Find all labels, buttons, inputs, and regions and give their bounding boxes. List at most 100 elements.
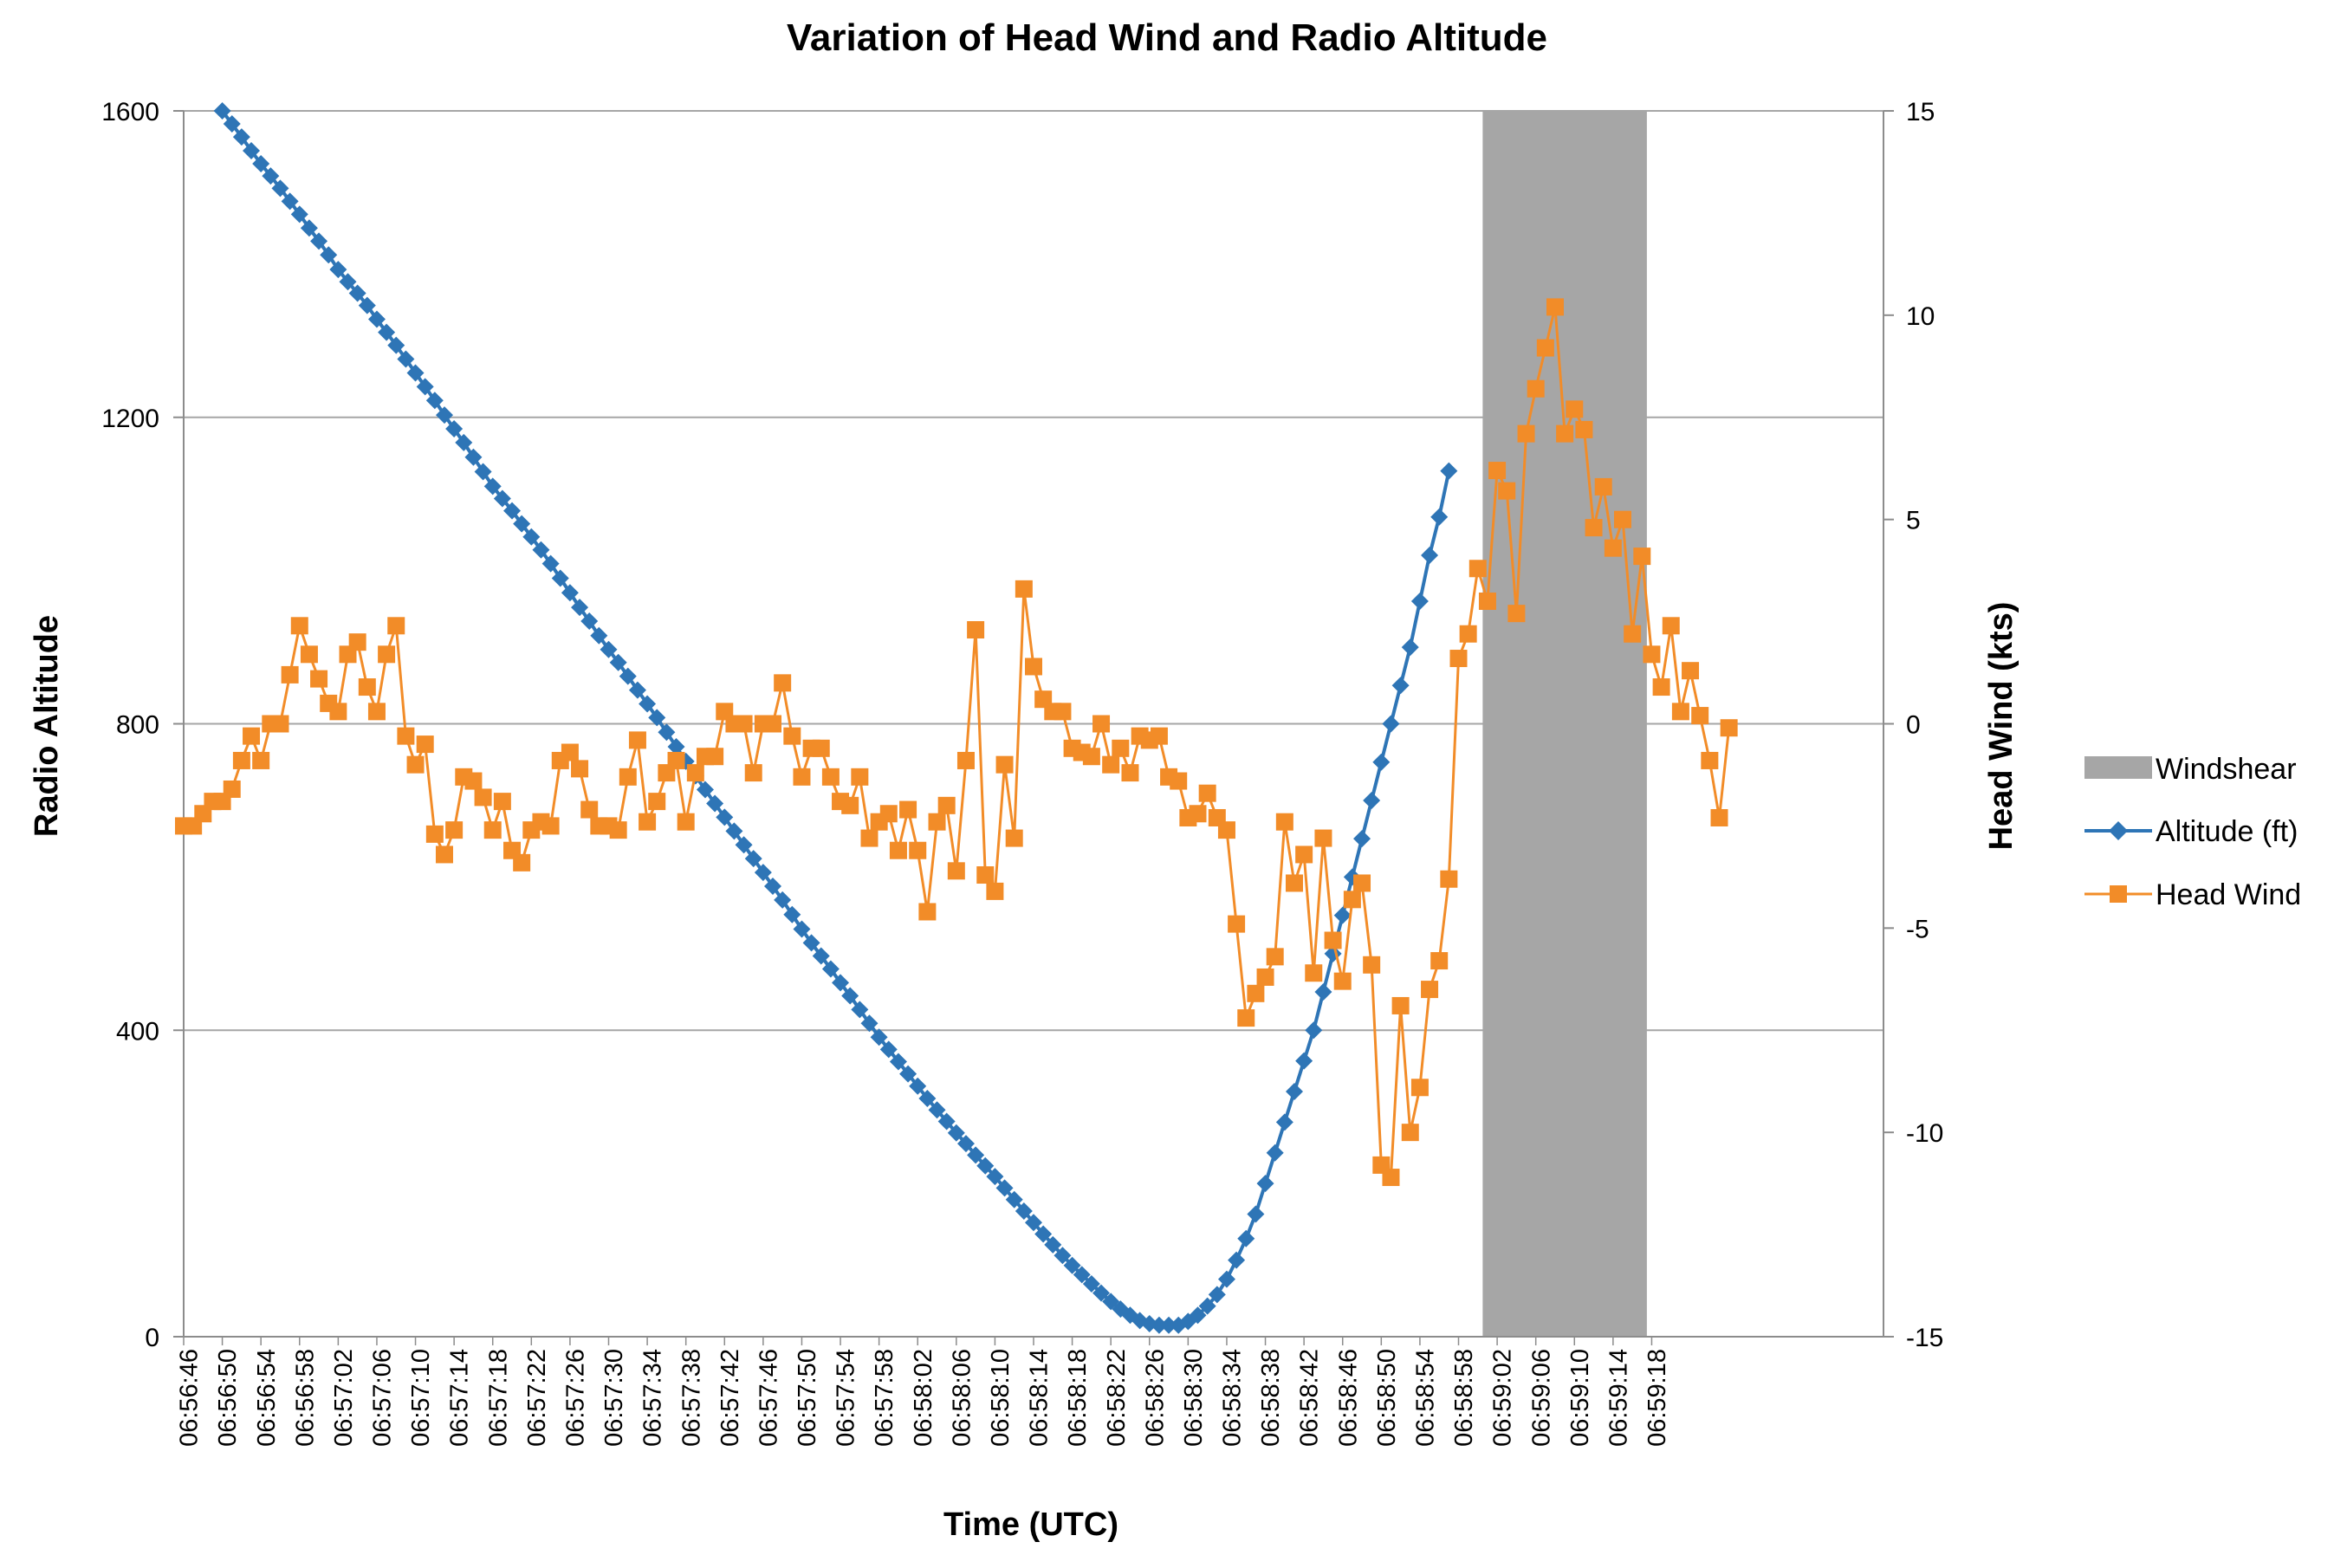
head-wind-point <box>1382 1169 1400 1187</box>
altitude-point <box>667 738 685 756</box>
right-tick-label-1: -10 <box>1906 1119 1943 1148</box>
altitude-point <box>416 378 434 396</box>
head-wind-point <box>774 674 792 692</box>
head-wind-point <box>378 645 396 664</box>
altitude-point <box>290 205 308 224</box>
altitude-point <box>909 1077 927 1095</box>
altitude-point <box>493 489 511 508</box>
head-wind-point <box>580 800 599 819</box>
head-wind-point <box>686 764 704 782</box>
head-wind-point <box>1275 813 1293 831</box>
altitude-point <box>445 420 464 438</box>
altitude-point <box>947 1124 965 1142</box>
altitude-point <box>821 960 840 978</box>
head-wind-point <box>1440 870 1458 888</box>
head-wind-point <box>1459 625 1477 643</box>
x-tick-label-11: 06:57:30 <box>600 1349 628 1447</box>
head-wind-point <box>1015 580 1033 598</box>
x-tick-label-1: 06:56:50 <box>214 1349 242 1447</box>
head-wind-point <box>232 751 250 769</box>
altitude-point <box>1410 593 1429 610</box>
altitude-point <box>1401 638 1419 657</box>
altitude-point <box>1082 1274 1100 1293</box>
head-wind-point <box>841 796 859 814</box>
head-wind-point <box>1643 645 1661 664</box>
altitude-point <box>735 836 753 854</box>
head-wind-point <box>677 813 695 831</box>
head-wind-point <box>947 862 965 880</box>
altitude-point <box>774 891 792 909</box>
altitude-point <box>783 905 801 923</box>
head-wind-point <box>1150 727 1168 745</box>
altitude-point <box>628 681 646 699</box>
legend: Windshear Altitude (ft) Head Wind <box>2084 753 2301 911</box>
head-wind-point <box>1682 662 1700 680</box>
head-wind-point <box>1614 510 1632 528</box>
altitude-point <box>995 1179 1014 1197</box>
head-wind-point <box>1285 874 1303 892</box>
altitude-point <box>889 1053 907 1071</box>
head-wind-point <box>310 670 328 688</box>
altitude-point <box>1198 1297 1216 1315</box>
head-wind-point <box>744 764 762 782</box>
head-wind-point <box>783 727 801 745</box>
altitude-point <box>483 477 502 496</box>
x-tick-label-20: 06:58:06 <box>948 1349 976 1447</box>
altitude-point <box>609 653 627 671</box>
x-tick-label-28: 06:58:38 <box>1257 1349 1285 1447</box>
altitude-point <box>1363 791 1381 809</box>
altitude-point <box>1025 1214 1042 1232</box>
x-tick-label-8: 06:57:18 <box>484 1349 512 1447</box>
head-wind-point <box>1633 548 1651 566</box>
altitude-point <box>967 1146 985 1164</box>
head-wind-point <box>348 633 366 651</box>
head-wind-point <box>1295 846 1313 864</box>
head-wind-point <box>290 617 308 635</box>
head-wind-point <box>1594 477 1612 496</box>
head-wind-point <box>561 743 579 761</box>
altitude-point <box>474 463 492 481</box>
legend-marker-altitude <box>2109 821 2128 840</box>
altitude-point <box>252 155 270 173</box>
head-wind-point <box>513 853 531 871</box>
x-tick-label-33: 06:58:58 <box>1450 1349 1478 1447</box>
head-wind-point <box>425 825 444 843</box>
head-wind-point <box>1324 931 1342 949</box>
head-wind-point <box>1401 1124 1419 1142</box>
head-wind-point <box>956 751 975 769</box>
altitude-point <box>1237 1229 1255 1247</box>
head-wind-point <box>1237 1009 1255 1027</box>
altitude-point <box>262 167 280 185</box>
altitude-point <box>1063 1256 1081 1274</box>
altitude-point <box>899 1065 917 1083</box>
altitude-point <box>1160 1316 1178 1334</box>
head-wind-point <box>879 805 898 823</box>
head-wind-point <box>397 727 415 745</box>
head-wind-point <box>1449 650 1468 668</box>
altitude-point <box>696 781 714 799</box>
altitude-point <box>1073 1266 1091 1284</box>
head-wind-point <box>986 882 1004 900</box>
head-wind-point <box>1468 560 1487 578</box>
altitude-point <box>1005 1190 1023 1208</box>
altitude-point <box>223 115 241 133</box>
head-wind-point <box>1575 420 1593 438</box>
altitude-point <box>841 987 859 1005</box>
head-wind-point <box>281 665 299 684</box>
altitude-point <box>986 1168 1004 1186</box>
altitude-point <box>435 406 453 424</box>
head-wind-point <box>1305 964 1323 982</box>
x-tick-label-22: 06:58:14 <box>1026 1349 1054 1447</box>
x-tick-label-17: 06:57:54 <box>833 1349 860 1447</box>
x-tick-label-0: 06:56:46 <box>176 1349 204 1447</box>
head-wind-point <box>1082 748 1100 766</box>
head-wind-point <box>764 715 782 733</box>
altitude-point <box>300 219 318 237</box>
head-wind-point <box>1671 703 1689 721</box>
head-wind-point <box>271 715 289 733</box>
head-wind-point <box>1189 805 1207 823</box>
altitude-point <box>271 179 289 198</box>
head-wind-point <box>474 788 492 807</box>
altitude-point <box>648 709 666 727</box>
